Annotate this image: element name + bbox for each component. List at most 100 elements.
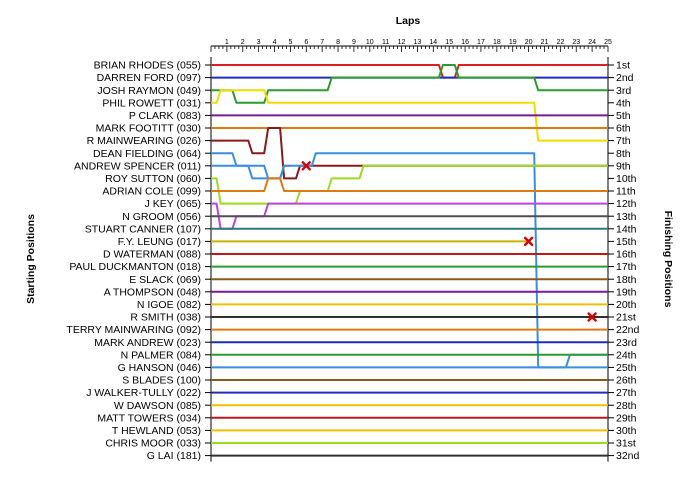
finish-label: 21st (616, 312, 636, 324)
x-tick-label: 6 (304, 39, 308, 46)
x-tick-label: 14 (429, 39, 437, 46)
finish-label: 17th (616, 261, 637, 273)
x-tick-label: 22 (556, 39, 564, 46)
driver-label: W DAWSON (085) (114, 400, 201, 412)
finish-label: 14th (616, 223, 637, 235)
driver-label: N IGOE (082) (137, 299, 201, 311)
driver-label: A THOMPSON (048) (104, 286, 201, 298)
finish-label: 16th (616, 249, 637, 261)
driver-label: MATT TOWERS (034) (97, 412, 201, 424)
x-tick-label: 2 (241, 39, 245, 46)
finish-label: 6th (616, 123, 631, 135)
driver-label: BRIAN RHODES (055) (94, 60, 201, 72)
x-tick-label: 8 (336, 39, 340, 46)
series-line (211, 89, 608, 142)
finish-label: 1st (616, 60, 630, 72)
driver-label: R SMITH (038) (130, 312, 201, 324)
finish-label: 28th (616, 400, 637, 412)
driver-label: P CLARK (083) (129, 110, 201, 122)
series-line (211, 64, 608, 104)
x-tick-label: 23 (572, 39, 580, 46)
driver-label: J WALKER-TULLY (022) (86, 387, 201, 399)
starting-position-labels: BRIAN RHODES (055)DARREN FORD (097)JOSH … (66, 60, 211, 462)
finish-label: 26th (616, 375, 637, 387)
x-tick-label: 13 (414, 39, 422, 46)
x-tick-label: 11 (382, 39, 389, 46)
driver-label: D WATERMAN (088) (103, 249, 201, 261)
retirement-markers (301, 161, 597, 322)
finish-label: 12th (616, 198, 637, 210)
finish-label: 24th (616, 349, 637, 361)
finish-label: 7th (616, 135, 631, 147)
finish-label: 23rd (616, 337, 637, 349)
driver-label: G HANSON (046) (118, 362, 201, 374)
driver-label: N PALMER (084) (121, 349, 201, 361)
finish-label: 25th (616, 362, 637, 374)
finish-label: 32nd (616, 450, 640, 462)
x-tick-label: 12 (398, 39, 406, 46)
driver-label: ROY SUTTON (060) (105, 173, 201, 185)
finish-label: 18th (616, 274, 637, 286)
finish-label: 11th (616, 186, 636, 198)
x-tick-label: 21 (541, 39, 549, 46)
driver-label: T HEWLAND (053) (112, 425, 201, 437)
x-tick-label: 18 (493, 39, 501, 46)
driver-label: J KEY (065) (145, 198, 201, 210)
finish-label: 13th (616, 211, 637, 223)
finishing-position-labels: 1st2nd3rd4th5th6th7th8th9th10th11th12th1… (608, 60, 640, 462)
driver-label: MARK ANDREW (023) (94, 337, 201, 349)
x-axis-title: Laps (396, 15, 421, 27)
driver-label: N GROOM (056) (122, 211, 201, 223)
x-tick-label: 15 (445, 39, 453, 46)
driver-label: ADRIAN COLE (099) (102, 186, 201, 198)
series-line (211, 164, 291, 180)
retirement-marker (587, 312, 597, 322)
x-tick-label: 20 (525, 39, 533, 46)
series-line (211, 164, 608, 205)
x-axis: 1 2 3 4 5 6 7 8 9 10 11 12 13 14 15 16 17 18 19 20 21 22 23 24 2… (210, 39, 612, 52)
series-line (211, 177, 608, 192)
series-lines (211, 64, 608, 457)
driver-label: PAUL DUCKMANTON (018) (69, 261, 201, 273)
finish-label: 8th (616, 148, 631, 160)
x-tick-label: 4 (273, 39, 277, 46)
x-tick-label: 16 (461, 39, 469, 46)
retirement-marker (523, 236, 534, 247)
finish-label: 29th (616, 412, 637, 424)
finish-label: 22nd (616, 324, 640, 336)
driver-label: ANDREW SPENCER (011) (74, 160, 201, 172)
x-tick-label: 7 (320, 39, 324, 46)
x-tick-label: 17 (477, 39, 485, 46)
series-line (211, 64, 608, 79)
finish-label: 5th (616, 110, 631, 122)
retirement-marker (301, 161, 311, 171)
driver-label: E SLACK (069) (129, 274, 201, 286)
x-tick-label: 25 (604, 39, 612, 46)
driver-label: MARK FOOTITT (030) (96, 123, 201, 135)
finish-label: 2nd (616, 72, 634, 84)
y-axis-title-right: Finishing Positions (662, 211, 674, 308)
driver-label: CHRIS MOOR (033) (105, 438, 201, 450)
driver-label: DEAN FIELDING (064) (93, 148, 201, 160)
driver-label: TERRY MAINWARING (092) (66, 324, 201, 336)
finish-label: 4th (616, 97, 631, 109)
finish-label: 31st (616, 438, 636, 450)
driver-label: G LAI (181) (147, 450, 201, 462)
x-tick-label: 9 (352, 39, 356, 46)
finish-label: 30th (616, 425, 637, 437)
x-tick-label: 24 (588, 39, 596, 46)
finish-label: 15th (616, 236, 637, 248)
driver-label: F.Y. LEUNG (017) (118, 236, 201, 248)
x-tick-label: 10 (366, 39, 374, 46)
driver-label: DARREN FORD (097) (97, 72, 201, 84)
driver-label: JOSH RAYMON (049) (97, 85, 201, 97)
x-tick-label: 5 (288, 39, 292, 46)
finish-label: 3rd (616, 85, 631, 97)
driver-label: STUART CANNER (107) (85, 223, 201, 235)
y-axis-title-left: Starting Positions (25, 214, 37, 304)
series-line (211, 152, 608, 369)
finish-label: 9th (616, 160, 631, 172)
finish-label: 10th (616, 173, 637, 185)
